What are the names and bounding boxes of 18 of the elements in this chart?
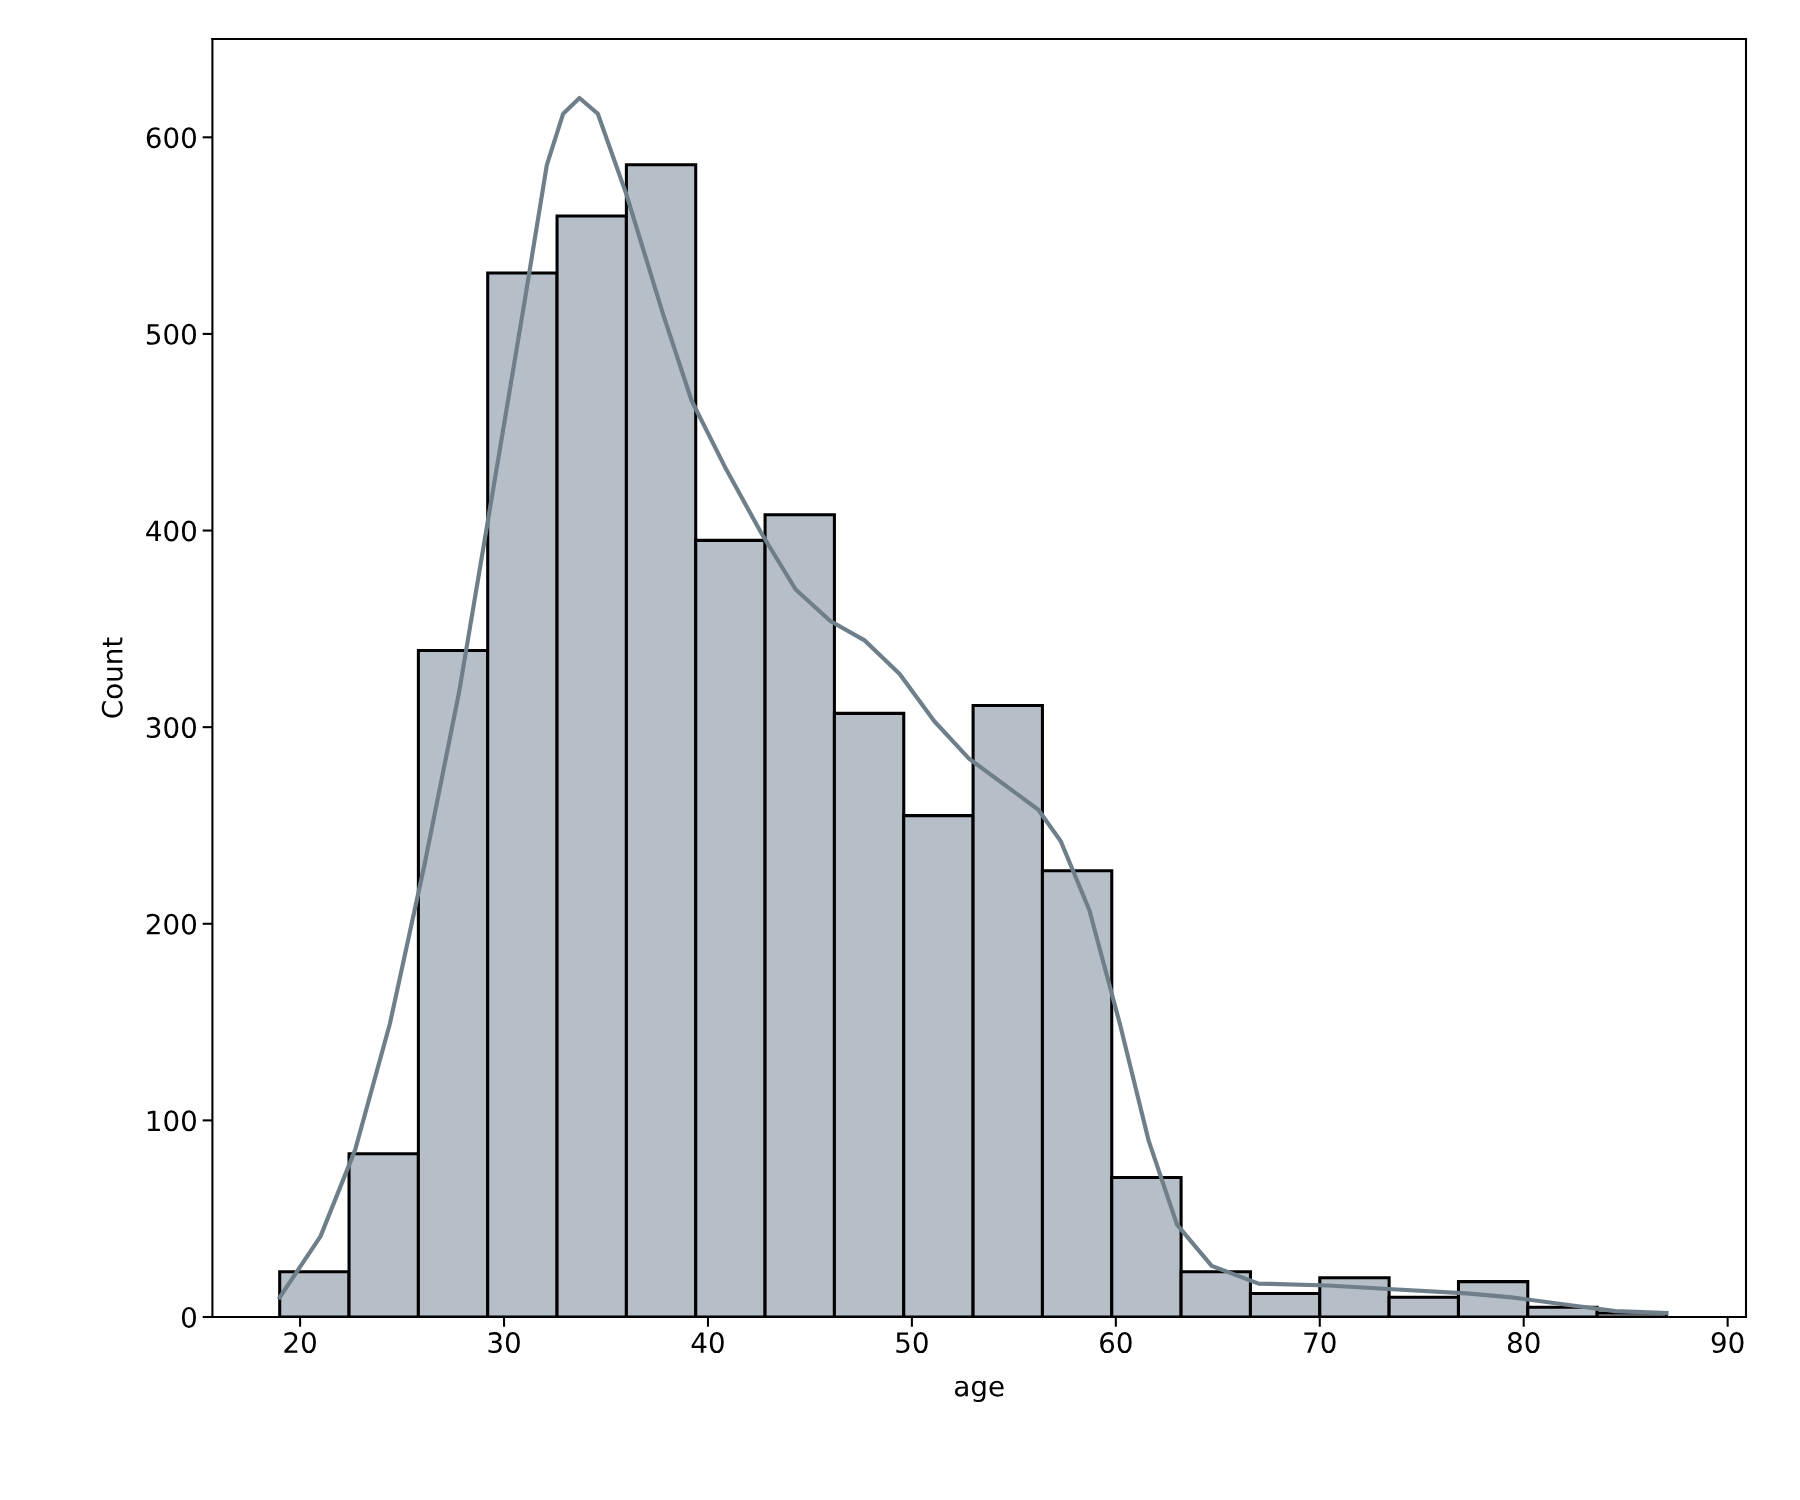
x-tick-label: 90	[1711, 1332, 1744, 1354]
y-tick-label: 300	[146, 717, 196, 739]
x-tick-label: 60	[1100, 1332, 1132, 1354]
x-tick-label: 20	[284, 1332, 316, 1354]
x-tick-label: 40	[691, 1332, 724, 1354]
x-axis-title: age	[954, 1380, 1004, 1403]
y-tick-label: 200	[146, 913, 196, 935]
y-tick-label: 500	[146, 323, 196, 345]
line-series	[277, 95, 1669, 1316]
y-tick-label: 600	[146, 127, 196, 149]
x-tick-label: 80	[1507, 1332, 1540, 1354]
x-tick-label: 30	[488, 1332, 520, 1354]
y-axis-title: Count	[101, 637, 123, 718]
x-tick-label: 70	[1304, 1332, 1336, 1354]
y-tick-label: 0	[181, 1306, 196, 1328]
y-tick-label: 100	[147, 1110, 196, 1132]
y-tick-label: 400	[146, 520, 196, 542]
x-tick-label: 50	[896, 1332, 928, 1354]
